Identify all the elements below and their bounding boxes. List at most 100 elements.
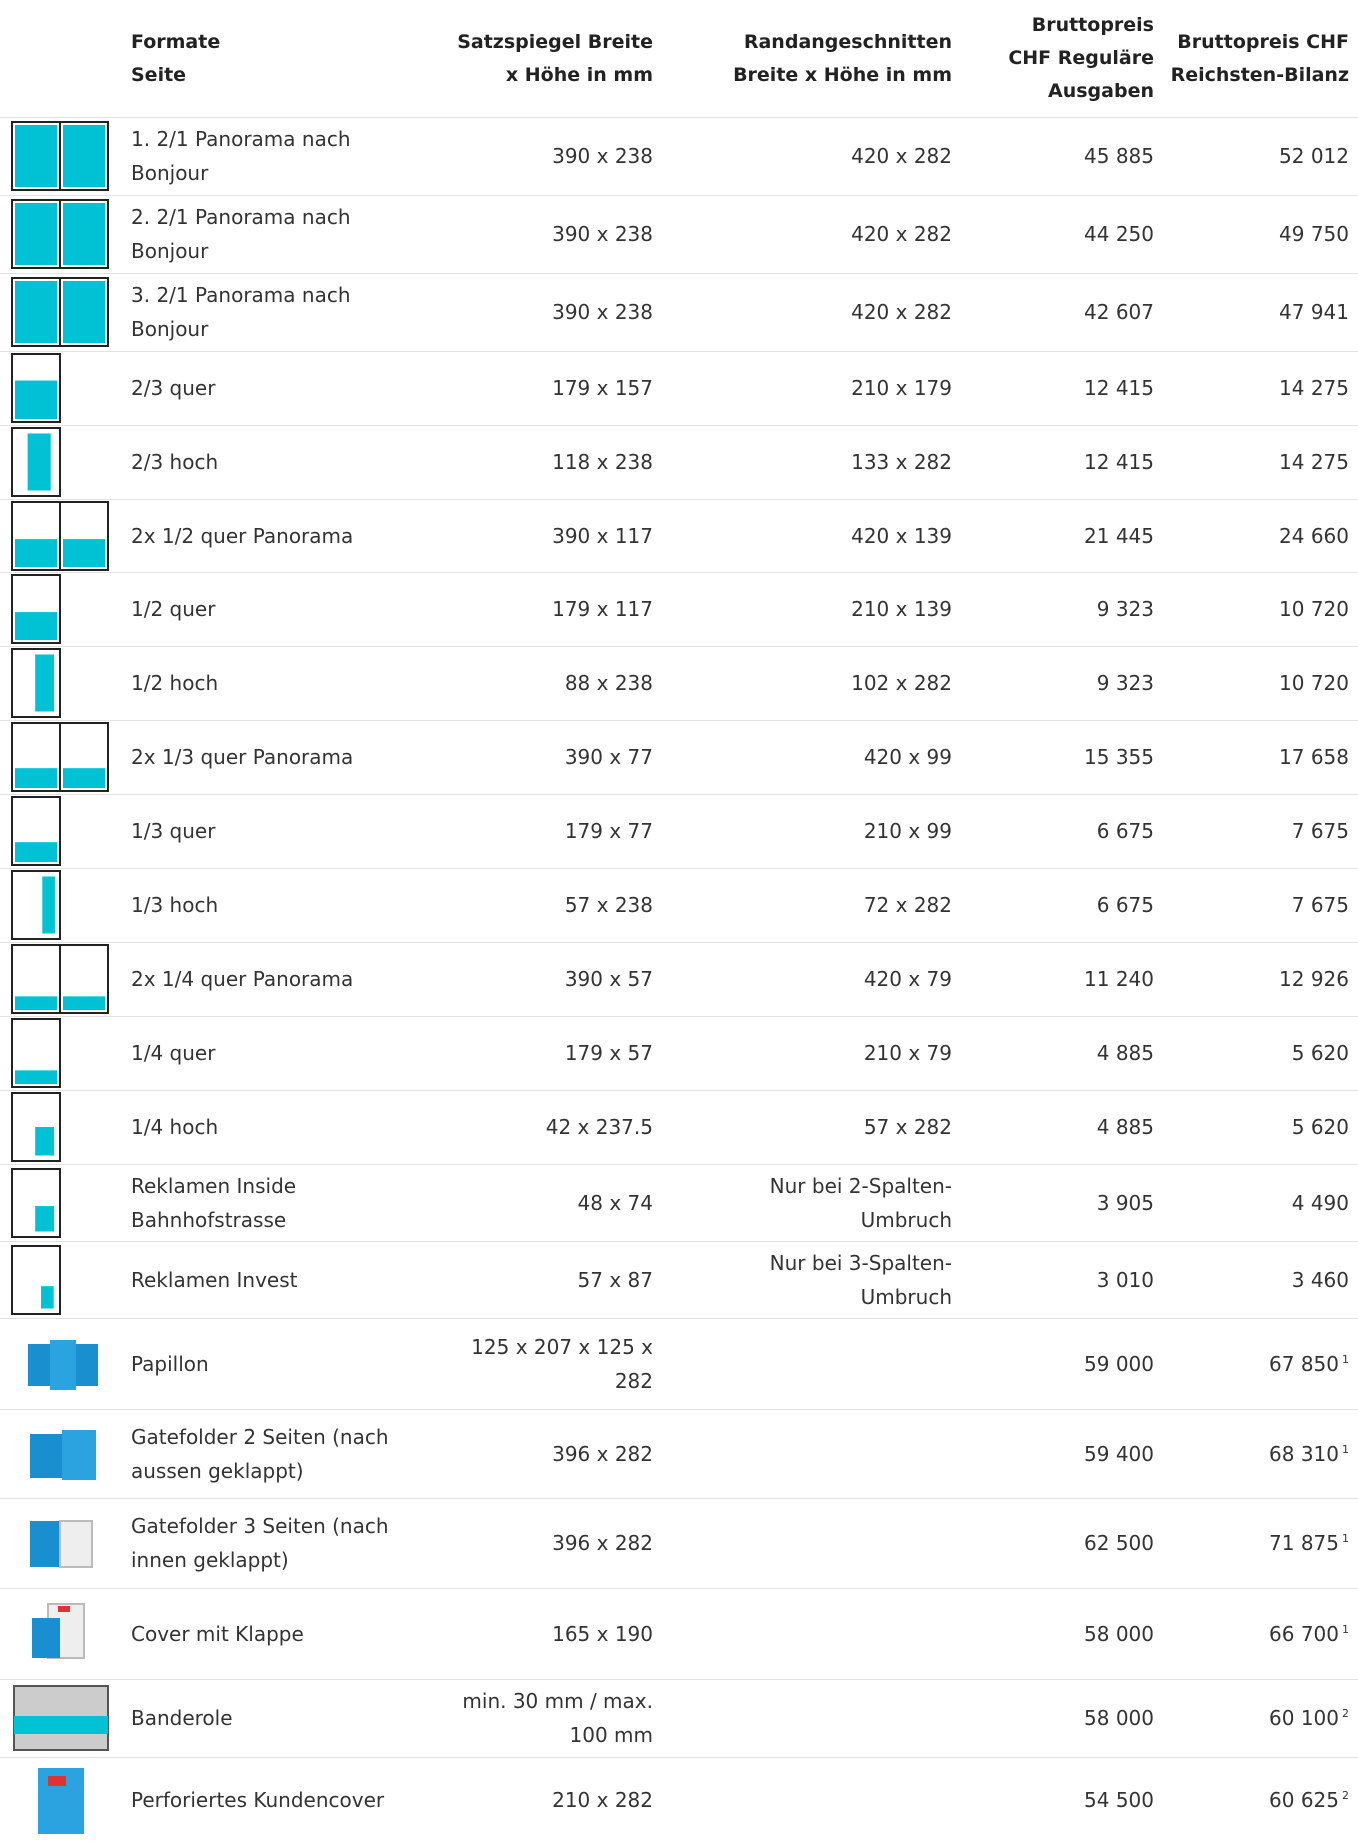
row-separator <box>0 572 1358 573</box>
row-separator <box>0 942 1358 943</box>
table-cell: 14 275 <box>1164 351 1349 425</box>
cell-text: Gatefolder 3 Seiten (nach innen geklappt… <box>131 1514 389 1572</box>
table-cell: 10 720 <box>1164 572 1349 646</box>
cell-text: 390 x 117 <box>552 523 653 548</box>
cell-text: 118 x 238 <box>552 450 653 474</box>
cell-text: 60 625 <box>1269 1787 1339 1812</box>
format-icon <box>11 353 61 423</box>
table-cell: 210 x 139 <box>727 572 952 646</box>
table-cell: 1/2 quer <box>131 572 421 646</box>
table-cell: 66 700 1 <box>1164 1588 1349 1679</box>
cell-text: 420 x 282 <box>851 222 952 246</box>
format-icon <box>11 121 109 191</box>
table-cell: 2/3 quer <box>131 351 421 425</box>
table-cell: 60 625 2 <box>1164 1757 1349 1842</box>
table-cell: 2x 1/3 quer Panorama <box>131 720 421 794</box>
format-icon <box>11 427 61 497</box>
table-cell: 390 x 77 <box>440 720 653 794</box>
cell-text: 59 000 <box>1084 1351 1154 1376</box>
cell-text: 420 x 282 <box>851 144 952 168</box>
cell-text: 11 240 <box>1084 967 1154 991</box>
format-icon <box>11 1244 61 1315</box>
column-header: Bruttopreis CHF Reichsten-Bilanz <box>1149 0 1349 117</box>
table-cell: 58 000 <box>972 1679 1154 1757</box>
format-icon <box>32 1602 85 1659</box>
table-cell: 54 500 <box>972 1757 1154 1842</box>
cell-text: 390 x 57 <box>564 967 653 991</box>
table-cell: 390 x 117 <box>440 499 653 572</box>
table-cell: 15 355 <box>972 720 1154 794</box>
cell-text: Reklamen Inside Bahnhofstrasse <box>131 1173 297 1232</box>
cell-text: 67 850 <box>1269 1351 1339 1376</box>
table-cell: 420 x 282 <box>727 273 952 351</box>
format-icon <box>13 1685 109 1751</box>
table-cell: 390 x 238 <box>440 273 653 351</box>
cell-text: 72 x 282 <box>863 893 952 917</box>
format-icon <box>11 277 109 347</box>
cell-text: 6 675 <box>1096 819 1154 843</box>
format-icon <box>11 1018 61 1088</box>
cell-text: 3 010 <box>1096 1267 1154 1292</box>
table-cell: 165 x 190 <box>440 1588 653 1679</box>
table-cell: Gatefolder 2 Seiten (nach aussen geklapp… <box>131 1409 421 1498</box>
table-cell: 11 240 <box>972 942 1154 1016</box>
format-icon <box>38 1767 84 1834</box>
cell-text: 210 x 179 <box>851 376 952 400</box>
cell-text: 10 720 <box>1279 597 1349 621</box>
cell-text: 179 x 157 <box>552 376 653 400</box>
cell-text: Papillon <box>131 1351 209 1376</box>
format-icon <box>11 500 109 571</box>
cell-text: 59 400 <box>1084 1441 1154 1466</box>
row-separator <box>0 1090 1358 1091</box>
header-text: Satzspiegel Breite x Höhe in mm <box>457 30 653 86</box>
row-separator <box>0 1498 1358 1499</box>
cell-text: 9 323 <box>1096 597 1154 621</box>
table-cell: Nur bei 2-Spalten-Umbruch <box>727 1164 952 1241</box>
table-cell: 179 x 57 <box>440 1016 653 1090</box>
cell-text: 210 x 282 <box>552 1787 653 1812</box>
cell-text: 2x 1/3 quer Panorama <box>131 745 354 769</box>
cell-text: 420 x 79 <box>863 967 952 991</box>
cell-text: 179 x 117 <box>552 597 653 621</box>
cell-text: 12 415 <box>1084 450 1154 474</box>
cell-text: 2. 2/1 Panorama nach Bonjour <box>131 205 351 263</box>
table-cell: 1/4 quer <box>131 1016 421 1090</box>
table-cell: 9 323 <box>972 646 1154 720</box>
cell-text: 1/2 quer <box>131 597 216 621</box>
format-icon <box>11 870 61 940</box>
table-cell: 1. 2/1 Panorama nach Bonjour <box>131 117 421 195</box>
cell-text: 210 x 99 <box>863 819 952 843</box>
cell-text: 125 x 207 x 125 x 282 <box>471 1334 653 1393</box>
table-cell: 12 926 <box>1164 942 1349 1016</box>
cell-text: 24 660 <box>1279 523 1349 548</box>
table-cell: 210 x 99 <box>727 794 952 868</box>
cell-text: 165 x 190 <box>552 1621 653 1646</box>
table-cell: 2x 1/4 quer Panorama <box>131 942 421 1016</box>
cell-text: 420 x 99 <box>863 745 952 769</box>
cell-text: Cover mit Klappe <box>131 1621 304 1646</box>
header-text: Bruttopreis CHF Reichsten-Bilanz <box>1170 30 1349 86</box>
table-cell: 24 660 <box>1164 499 1349 572</box>
table-cell: 5 620 <box>1164 1016 1349 1090</box>
table-cell: 133 x 282 <box>727 425 952 499</box>
format-icon <box>11 944 109 1014</box>
table-cell: 57 x 238 <box>440 868 653 942</box>
table-cell: 6 675 <box>972 868 1154 942</box>
cell-text: 4 885 <box>1096 1041 1154 1065</box>
row-separator <box>0 1016 1358 1017</box>
format-icon <box>11 574 61 644</box>
cell-text: 396 x 282 <box>552 1531 653 1555</box>
table-cell: 47 941 <box>1164 273 1349 351</box>
cell-text: Perforiertes Kundencover <box>131 1787 385 1812</box>
table-cell: 59 400 <box>972 1409 1154 1498</box>
column-header: Formate Seite <box>131 0 231 117</box>
table-cell: 396 x 282 <box>440 1409 653 1498</box>
format-icon <box>28 1339 98 1390</box>
cell-text: 10 720 <box>1279 671 1349 695</box>
cell-text: 210 x 139 <box>851 597 952 621</box>
footnote-marker: 1 <box>1342 1532 1349 1545</box>
table-cell: 102 x 282 <box>727 646 952 720</box>
table-cell: 57 x 282 <box>727 1090 952 1164</box>
cell-text: min. 30 mm / max. 100 mm <box>462 1689 653 1747</box>
table-cell: 58 000 <box>972 1588 1154 1679</box>
